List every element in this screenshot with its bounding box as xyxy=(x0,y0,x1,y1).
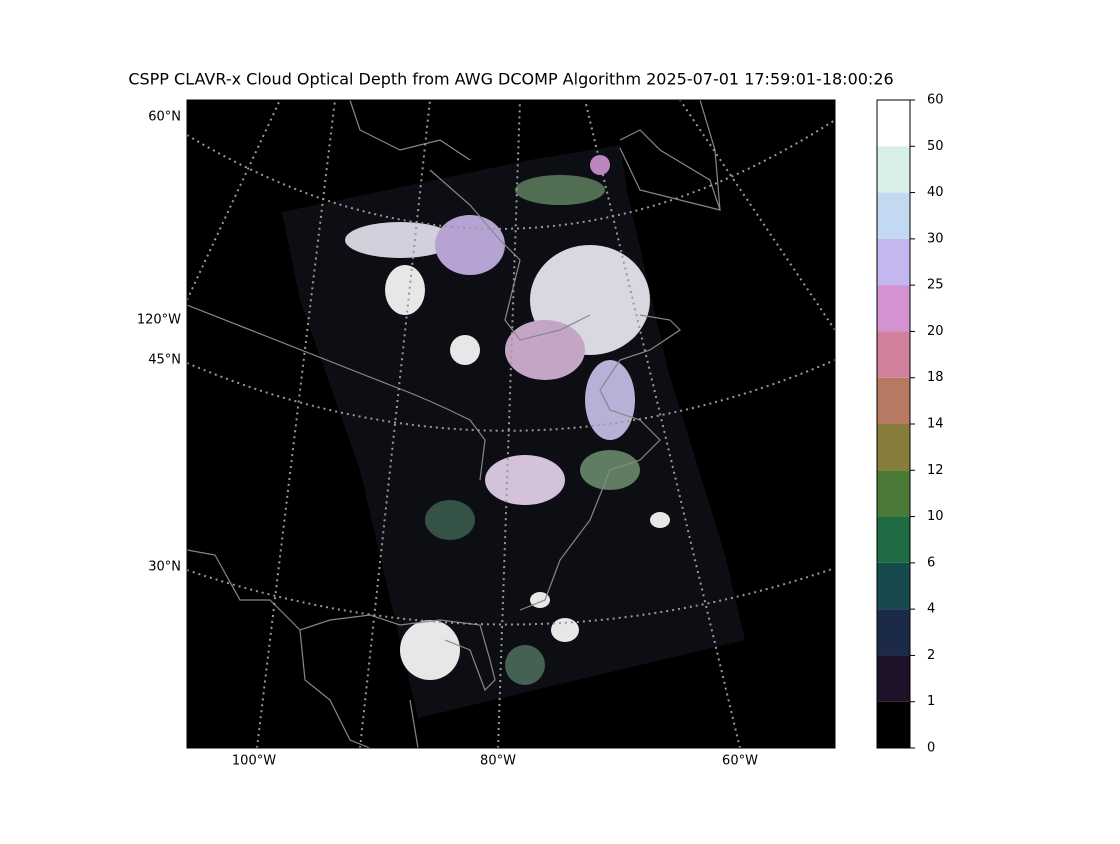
colorbar-tick-label: 25 xyxy=(927,278,944,293)
graticule xyxy=(187,100,835,748)
cloud-features xyxy=(345,155,670,685)
colorbar-tick-label: 6 xyxy=(927,555,935,570)
colorbar-tick-label: 14 xyxy=(927,417,944,432)
colorbar-bin xyxy=(877,516,910,563)
colorbar-bin xyxy=(877,470,910,517)
colorbar-bin xyxy=(877,655,910,702)
colorbar-bin xyxy=(877,192,910,239)
colorbar-tick-label: 1 xyxy=(927,694,935,709)
title: CSPP CLAVR-x Cloud Optical Depth from AW… xyxy=(128,70,893,89)
lat-label: 60°N xyxy=(148,110,181,125)
colorbar-bin xyxy=(877,424,910,471)
colorbar-bin xyxy=(877,238,910,286)
colorbar-tick-label: 2 xyxy=(927,648,935,663)
colorbar-tick-label: 30 xyxy=(927,231,944,246)
coastlines xyxy=(187,100,721,748)
colorbar-tick-label: 4 xyxy=(927,602,935,617)
colorbar-tick-label: 60 xyxy=(927,93,944,108)
lat-label: 45°N xyxy=(148,353,181,368)
lon-label: 60°W xyxy=(722,754,758,769)
colorbar-tick-label: 18 xyxy=(927,370,944,385)
lon-label: 80°W xyxy=(480,754,516,769)
colorbar-bin xyxy=(877,331,910,378)
lat-label: 120°W xyxy=(137,313,181,328)
colorbar-bin xyxy=(877,609,910,656)
colorbar-tick-label: 10 xyxy=(927,509,944,524)
lat-label: 30°N xyxy=(148,560,181,575)
colorbar-tick-label: 20 xyxy=(927,324,944,339)
lon-label: 100°W xyxy=(232,754,276,769)
colorbar-bin xyxy=(877,146,910,193)
colorbar-tick-label: 0 xyxy=(927,741,935,756)
colorbar-bin xyxy=(877,285,910,332)
colorbar-bin xyxy=(877,100,910,147)
colorbar-tick-label: 40 xyxy=(927,185,944,200)
map: 60°N 120°W 45°N 30°N 100°W 80°W 60°W xyxy=(137,99,836,769)
colorbar-tick-label: 50 xyxy=(927,139,944,154)
colorbar-bin xyxy=(877,377,910,424)
colorbar-tick-label: 12 xyxy=(927,463,944,478)
map-frame xyxy=(186,99,836,749)
colorbar-bin xyxy=(877,701,910,748)
colorbar-bin xyxy=(877,562,910,610)
